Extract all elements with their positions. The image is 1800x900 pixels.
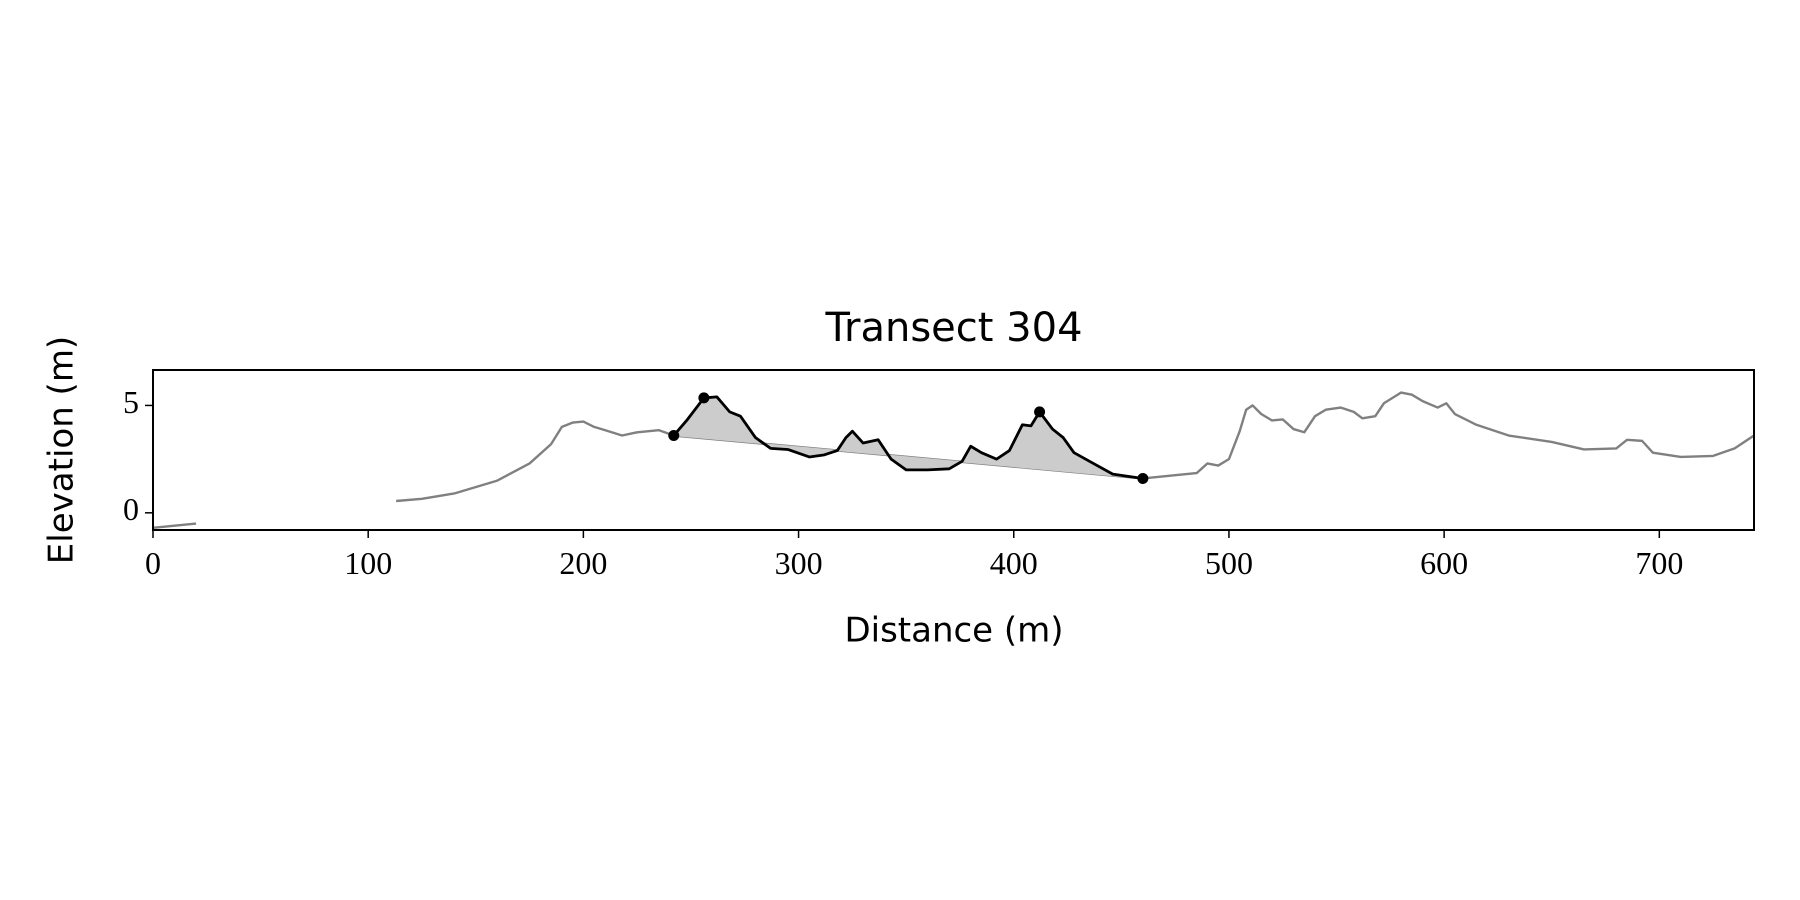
- feature-point: [668, 430, 680, 442]
- series-line: [672, 395, 1144, 480]
- dune-chord: [673, 435, 1143, 479]
- feature-point: [698, 392, 710, 404]
- x-tick-label: 700: [1635, 545, 1683, 581]
- x-tick-label: 400: [990, 545, 1038, 581]
- plot-frame: [152, 369, 1755, 531]
- x-tick-label: 500: [1205, 545, 1253, 581]
- x-tick-label: 300: [775, 545, 823, 581]
- chart-title: Transect 304: [824, 305, 1082, 351]
- y-tick-label: 5: [123, 384, 139, 420]
- x-axis-label: Distance (m): [844, 611, 1063, 651]
- x-tick-label: 0: [145, 545, 161, 581]
- series-line: [153, 391, 1754, 530]
- y-axis-label: Elevation (m): [42, 336, 82, 564]
- feature-point: [1034, 406, 1046, 418]
- x-tick-label: 200: [559, 545, 607, 581]
- dune-area: [673, 396, 1143, 479]
- x-tick-label: 100: [344, 545, 392, 581]
- x-tick-label: 600: [1420, 545, 1468, 581]
- feature-point: [1137, 472, 1149, 484]
- y-tick-label: 0: [123, 491, 139, 527]
